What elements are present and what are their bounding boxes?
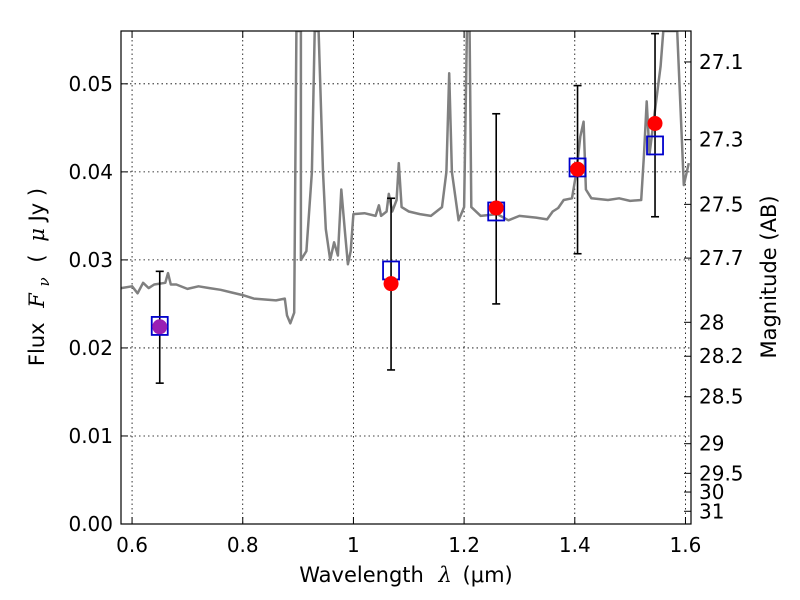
- y2-tick-label: 29: [699, 432, 724, 456]
- x-axis-label-var: λ: [438, 563, 452, 587]
- axis-ticks: 0.6 0.8 1 1.2 1.4 1.6 0.00 0.01 0.02 0.03 0.04 0.05…: [68, 31, 744, 557]
- observed-point: [488, 200, 504, 216]
- observed-point: [647, 115, 663, 131]
- x-tick-label: 1.4: [559, 533, 591, 557]
- model-point: [646, 135, 664, 156]
- x-tick-label: 0.8: [227, 533, 259, 557]
- x-tick-label: 0.6: [116, 533, 148, 557]
- sed-spectrum-layer: [121, 31, 691, 325]
- x-axis-label-unit: (μm): [463, 563, 513, 587]
- grid: [121, 31, 691, 525]
- y-tick-label: 0.05: [68, 72, 113, 96]
- y-tick-label: 0.04: [68, 160, 113, 184]
- y-axis-label-text: Flux: [25, 322, 49, 366]
- x-axis-label-text: Wavelength: [299, 563, 424, 587]
- plot-area: [121, 31, 691, 384]
- observed-point: [570, 161, 586, 177]
- x-tick-label: 1.6: [670, 533, 702, 557]
- y2-tick-label: 27.5: [699, 192, 744, 216]
- y2-tick-label: 30: [699, 480, 724, 504]
- y-tick-label: 0.00: [68, 512, 113, 536]
- axes-frame: [120, 30, 692, 525]
- observed-points-layer: [152, 115, 663, 335]
- y-axis-label-var: F: [25, 292, 49, 309]
- y2-tick-label: 27.1: [699, 50, 744, 74]
- y2-tick-label: 29.5: [699, 461, 744, 485]
- y-tick-label: 0.03: [68, 248, 113, 272]
- y-axis-label-sub: ν: [35, 277, 53, 286]
- y-axis-label-open: (: [25, 254, 49, 262]
- y-axis-label-mu: μ: [25, 228, 49, 242]
- y-tick-label: 0.01: [68, 424, 113, 448]
- y2-tick-label: 28.2: [699, 344, 744, 368]
- x-axis-label: Wavelength λ (μm): [299, 563, 512, 587]
- y2-tick-label: 28.5: [699, 385, 744, 409]
- x-tick-label: 1.2: [448, 533, 480, 557]
- y2-tick-label: 27.3: [699, 128, 744, 152]
- y-tick-label: 0.02: [68, 336, 113, 360]
- y2-tick-label: 27.7: [699, 246, 744, 270]
- observed-point: [152, 319, 168, 335]
- y2-axis-label: Magnitude (AB): [757, 195, 781, 358]
- y2-tick-label: 31: [699, 499, 724, 523]
- y2-tick-label: 28: [699, 310, 724, 334]
- y-axis-label-unit: Jy ): [25, 188, 49, 224]
- sed-spectrum-line: [121, 31, 691, 325]
- model-point: [150, 316, 169, 336]
- x-tick-label: 1: [347, 533, 360, 557]
- y-axis-label: Flux F ν ( μ Jy ): [25, 188, 54, 366]
- observed-point: [383, 276, 399, 292]
